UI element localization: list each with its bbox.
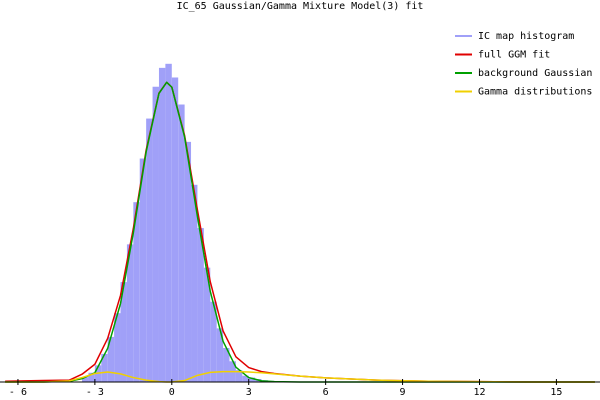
fit-line (5, 81, 595, 383)
histogram-bar (178, 104, 185, 382)
histogram-bar (165, 63, 172, 383)
fit-line (5, 81, 595, 383)
fit-line (5, 370, 595, 383)
histogram-bar (139, 158, 147, 382)
x-tick-label: - 3 (86, 387, 104, 398)
histogram-bar (216, 328, 224, 382)
x-tick-label: 9 (400, 387, 406, 398)
histogram-bar (223, 347, 230, 382)
histogram-bar (184, 141, 192, 382)
histogram-bar (126, 244, 134, 382)
x-tick-label: 15 (550, 387, 562, 398)
legend-label: Gamma distributions (478, 87, 592, 98)
legend-label: IC map histogram (478, 31, 574, 42)
histogram-bar (210, 301, 217, 382)
histogram-bar (191, 184, 198, 382)
legend-label: full GGM fit (478, 50, 550, 61)
histogram-bar (171, 77, 179, 383)
histogram-bar (203, 267, 211, 382)
histogram-bar (235, 370, 243, 382)
histogram-bar (114, 313, 121, 382)
histogram-bar (88, 372, 95, 382)
x-tick-label: 3 (246, 387, 252, 398)
histogram-bar (82, 377, 89, 382)
histogram-bar (146, 118, 153, 382)
histogram-bar (158, 67, 166, 383)
x-tick-label: 0 (169, 387, 175, 398)
histogram-bar (101, 353, 108, 382)
legend-label: background Gaussian (478, 68, 592, 79)
x-tick-label: 12 (473, 387, 485, 398)
chart-title: IC_65 Gaussian/Gamma Mixture Model(3) fi… (177, 1, 424, 12)
histogram-bar (197, 228, 204, 382)
x-tick-label: - 6 (9, 387, 27, 398)
histogram-bar (242, 375, 249, 382)
histogram-bar (120, 282, 127, 382)
histogram-bar (133, 202, 140, 382)
histogram-bar (107, 336, 115, 382)
histogram-bar (248, 377, 256, 382)
x-tick-label: 6 (323, 387, 329, 398)
histogram-bar (152, 86, 159, 383)
